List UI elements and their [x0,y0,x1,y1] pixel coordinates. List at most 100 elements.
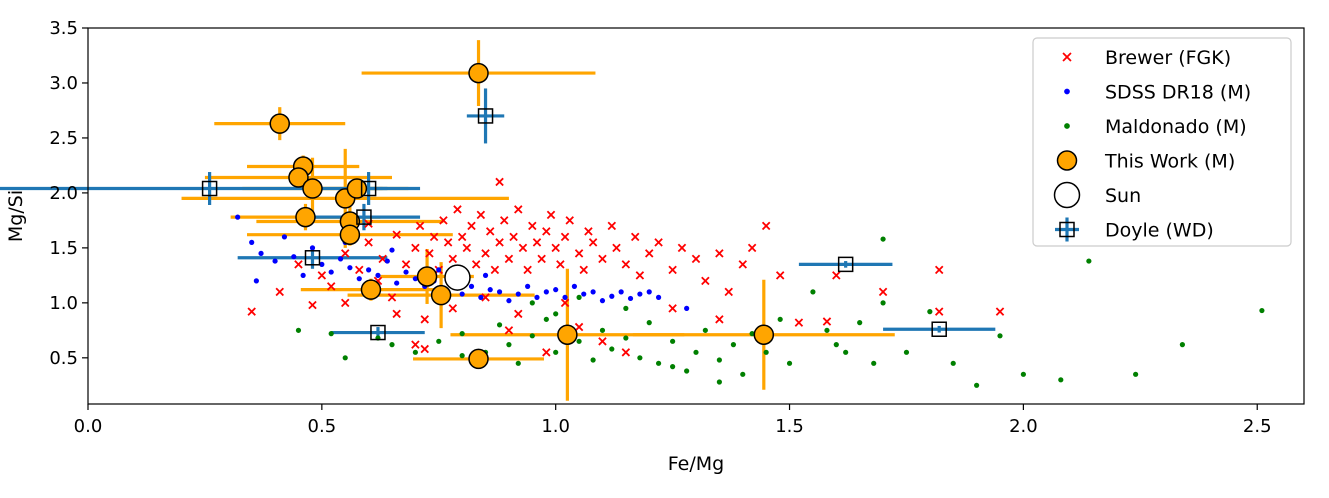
brewer-fgk-point-62-stroke [668,265,677,275]
brewer-fgk-point-86 [504,326,514,335]
legend-entry-2: Maldonado (M) [1064,116,1247,138]
brewer-fgk-point-63 [677,243,687,253]
maldonado-m-point-28 [730,342,737,348]
brewer-fgk-point-4-stroke [317,271,327,280]
legend-entry-3: This Work (M) [1056,150,1235,173]
maldonado-m-point-10 [506,342,512,348]
maldonado-m-point-50 [1179,342,1185,348]
brewer-fgk-point-83-stroke [574,322,584,332]
brewer-fgk-point-2 [294,260,303,269]
brewer-fgk-point-0 [247,307,256,316]
brewer-fgk-point-73-stroke [822,317,832,326]
brewer-fgk-point-68 [738,260,748,269]
maldonado-m-point-31 [763,349,769,355]
brewer-fgk-point-41-stroke [528,221,537,231]
brewer-fgk-point-80-stroke [448,304,458,313]
brewer-fgk-point-83 [574,322,584,332]
legend-entry-3-marker [1056,150,1078,171]
brewer-fgk-point-39-stroke [518,243,528,253]
brewer-fgk-point-64-stroke [691,254,701,264]
brewer-fgk-point-35-stroke [500,216,509,225]
brewer-fgk-point-20 [439,216,448,225]
sdss-dr18-m-point-12 [356,276,362,282]
brewer-fgk-point-57 [621,260,631,269]
brewer-fgk-point-59-stroke [635,271,645,280]
sdss-dr18-m-point-34 [562,294,568,300]
doyle-wd-point-6 [837,256,854,273]
sdss-dr18-m-point-29 [515,291,521,297]
brewer-fgk-point-81 [481,293,490,302]
brewer-fgk-point-6 [340,249,350,258]
brewer-fgk-point-13-stroke [401,260,411,269]
brewer-fgk-point-21-stroke [443,238,453,247]
sdss-dr18-m-point-43 [646,289,652,295]
brewer-fgk-point-36 [504,254,514,264]
brewer-fgk-point-61-stroke [654,238,663,247]
brewer-fgk-point-74 [832,271,841,280]
sdss-dr18-m-point-11 [347,265,353,271]
sdss-dr18-m-point-46 [253,278,259,284]
maldonado-m-point-39 [880,236,886,242]
brewer-fgk-point-77-stroke [934,265,944,275]
brewer-fgk-point-90 [392,309,401,319]
this-work-m-point-4 [302,178,323,199]
brewer-fgk-point-28-stroke [471,260,481,269]
brewer-fgk-point-84-stroke [598,337,607,346]
this-work-m-point-12 [430,284,452,306]
brewer-fgk-point-47 [556,260,565,269]
brewer-fgk-point-29 [476,210,486,220]
brewer-fgk-point-90-stroke [392,309,401,319]
brewer-fgk-point-94 [715,315,724,324]
brewer-fgk-point-71-stroke [775,271,785,280]
brewer-fgk-point-95 [560,298,570,308]
brewer-fgk-point-1 [275,287,284,297]
brewer-fgk-point-37-stroke [509,232,518,242]
brewer-fgk-point-11-stroke [387,293,397,302]
this-work-m-point-7 [295,206,316,228]
this-work-m-point-9 [339,224,361,245]
brewer-fgk-point-49 [565,216,574,225]
brewer-fgk-point-40 [523,265,532,275]
brewer-fgk-point-30 [481,249,490,258]
brewer-fgk-point-46 [551,243,560,253]
brewer-fgk-point-35 [500,216,509,225]
brewer-fgk-point-52 [584,227,593,236]
legend: Brewer (FGK) SDSS DR18 (M) Maldonado (M) Th… [1032,37,1292,247]
doyle-wd-point-7 [931,321,947,337]
maldonado-m-point-51 [1259,307,1265,314]
brewer-fgk-point-92-stroke [411,340,420,349]
brewer-fgk-point-46-stroke [551,243,560,253]
legend-entry-0-marker-stroke [1062,52,1072,62]
this-work-m-point-14 [557,324,578,345]
sdss-dr18-m-point-42 [637,291,643,297]
legend-entry-1-marker [1064,88,1070,95]
brewer-fgk-point-43-stroke [537,254,546,264]
brewer-fgk-point-42-stroke [532,238,542,247]
maldonado-m-point-35 [824,327,830,333]
brewer-fgk-point-51 [579,265,588,275]
legend-entry-2-marker [1064,123,1070,129]
this-work-m-point-0 [269,113,291,134]
this-work-m-point-11 [360,279,382,300]
maldonado-m-point-38 [871,360,877,366]
brewer-fgk-point-27-stroke [467,221,476,231]
brewer-fgk-point-44 [542,227,551,236]
brewer-fgk-point-50 [574,249,584,258]
maldonado-m-point-24 [684,368,690,374]
legend-entry-5-label: Doyle (WD) [1105,220,1214,242]
brewer-fgk-point-67-stroke [724,287,733,297]
maldonado-m-point-41 [903,349,910,355]
brewer-fgk-point-56 [612,243,621,253]
brewer-fgk-point-58-stroke [630,232,640,242]
brewer-fgk-point-79-stroke [420,315,429,324]
brewer-fgk-point-1-stroke [275,287,284,297]
brewer-fgk-point-89 [340,298,350,308]
error-bars [0,40,996,401]
brewer-fgk-point-2-stroke [294,260,303,269]
sdss-dr18-m-point-31 [534,294,540,300]
this-work-m-point-3 [288,167,309,188]
maldonado-m-point-1 [328,331,334,337]
sdss-dr18-m-point-28 [506,298,512,304]
legend-box [1032,37,1292,247]
brewer-fgk-point-88 [420,344,429,354]
